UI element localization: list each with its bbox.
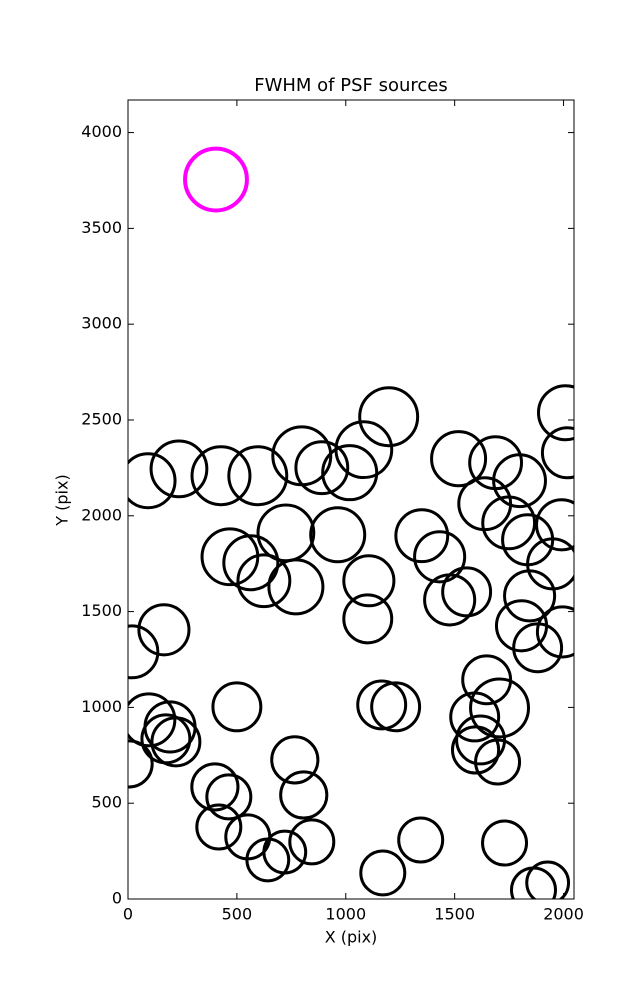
source-circle: [309, 506, 367, 564]
y-tick-label: 3000: [81, 314, 122, 333]
source-circle: [358, 386, 420, 448]
source-circle: [469, 677, 530, 739]
x-tick-label: 2000: [543, 905, 584, 924]
source-circle: [525, 860, 571, 899]
source-circle: [370, 681, 422, 733]
source-circle: [449, 691, 501, 743]
y-axis-label: Y (pix): [53, 474, 72, 526]
y-tick-label: 500: [91, 793, 122, 812]
source-circle: [222, 534, 280, 592]
source-circle: [540, 426, 574, 480]
source-circle: [537, 384, 574, 442]
y-tick-label: 2000: [81, 505, 122, 524]
source-circle: [481, 819, 529, 867]
source-circle: [321, 444, 379, 502]
source-circle: [190, 762, 240, 812]
y-tick-label: 1500: [81, 601, 122, 620]
source-circle: [334, 420, 394, 480]
x-tick-label: 500: [222, 905, 253, 924]
source-circle: [394, 508, 450, 564]
source-circle: [128, 739, 154, 789]
y-tick-label: 0: [112, 889, 122, 908]
source-circle: [137, 603, 191, 657]
x-axis-label: X (pix): [325, 928, 378, 947]
source-circle: [441, 566, 493, 618]
source-circle: [359, 849, 407, 897]
x-tick-label: 1500: [434, 905, 475, 924]
source-circle: [128, 624, 160, 680]
source-circle: [211, 681, 263, 733]
source-circle: [413, 530, 467, 584]
source-circle: [190, 445, 252, 507]
source-circle: [128, 452, 177, 510]
source-circle: [270, 735, 320, 785]
source-circle: [256, 503, 316, 563]
source-circle: [356, 679, 408, 731]
x-tick-label: 1000: [325, 905, 366, 924]
source-circle: [183, 146, 249, 213]
source-circle: [294, 440, 350, 496]
source-circle: [397, 816, 445, 864]
source-circle: [205, 773, 253, 821]
y-tick-label: 1000: [81, 697, 122, 716]
source-circle: [423, 573, 477, 627]
source-circle: [430, 430, 488, 488]
source-circle: [267, 558, 325, 616]
source-circle: [128, 692, 177, 748]
source-circle: [474, 738, 522, 786]
x-tick-label: 0: [123, 905, 133, 924]
axes-frame: [127, 99, 575, 900]
source-circle: [450, 725, 501, 775]
chart-title: FWHM of PSF sources: [254, 75, 448, 96]
source-circle: [195, 803, 243, 851]
y-tick-label: 2500: [81, 409, 122, 428]
source-circle: [150, 716, 202, 768]
source-circle: [503, 569, 557, 623]
source-circle: [262, 829, 308, 875]
source-circle: [200, 527, 260, 587]
source-circle: [342, 593, 394, 645]
source-circle: [288, 818, 336, 866]
y-tick-label: 4000: [81, 122, 122, 141]
source-circle: [481, 495, 537, 551]
source-circle: [149, 439, 209, 499]
source-circle: [236, 553, 292, 609]
source-circle: [227, 445, 289, 507]
source-circle: [535, 605, 574, 659]
plot-area: [128, 146, 574, 899]
y-tick-label: 3500: [81, 218, 122, 237]
source-circle: [535, 498, 574, 552]
source-circle: [342, 554, 396, 608]
source-circle: [279, 770, 329, 820]
